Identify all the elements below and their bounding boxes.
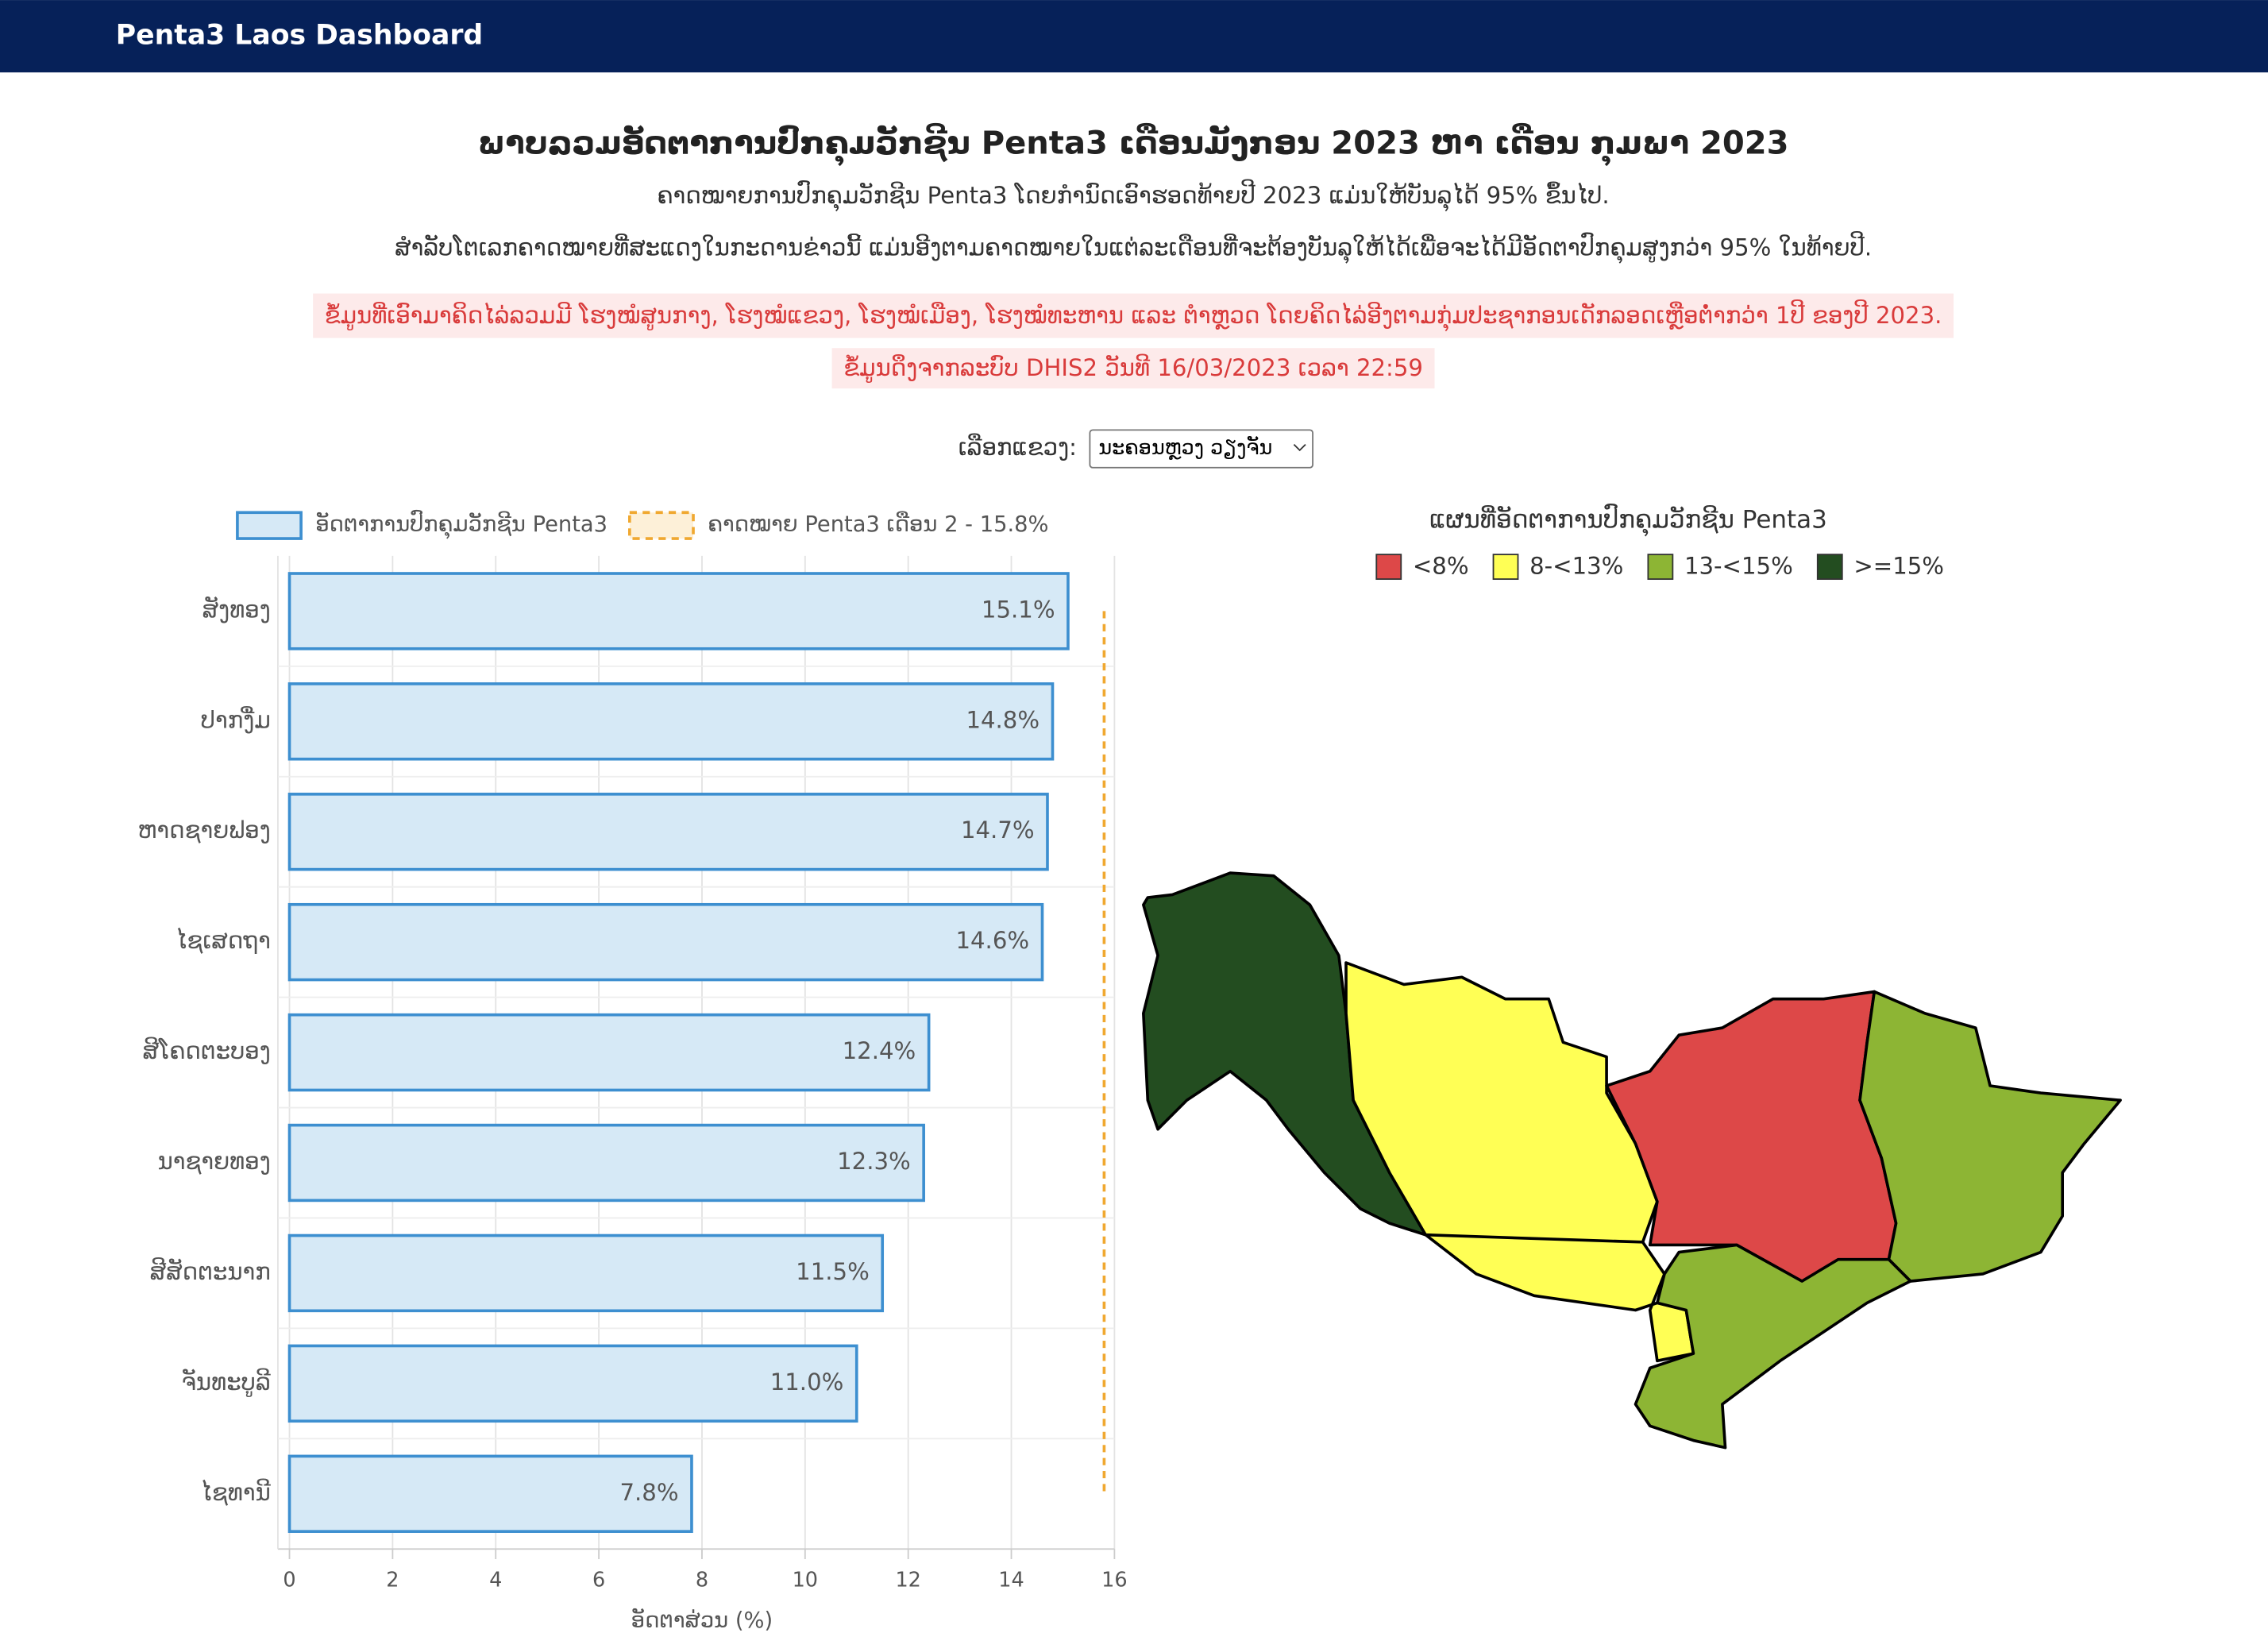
- map-legend-label: 13-<15%: [1684, 553, 1793, 580]
- legend-swatch: [236, 511, 303, 540]
- map: [1142, 871, 2122, 1450]
- subtitle: ສຳລັບໂຕເລກຄາດໝາຍທີ່ສະແດງໃນກະດານຂ່າວນີ້ ແ…: [395, 231, 1872, 264]
- x-tick-label: 2: [386, 1568, 399, 1592]
- header-bar: [0, 0, 2268, 73]
- value-label: 14.8%: [966, 706, 1040, 733]
- x-tick-label: 16: [1101, 1568, 1127, 1592]
- note: ຂໍ້ມູນດຶງຈາກລະບົບ DHIS2 ວັນທີ 16/03/2023…: [843, 353, 1423, 382]
- value-label: 11.5%: [796, 1258, 870, 1285]
- select-caret[interactable]: [1293, 443, 1306, 452]
- y-tick-label: ນາຊາຍທອງ: [158, 1148, 271, 1175]
- subtitle: ຄາດໝາຍການປົກຄຸມວັກຊີນ Penta3 ໂດຍກຳນົດເອົ…: [657, 180, 1609, 212]
- y-tick-label: ໄຊທານີ: [201, 1478, 271, 1505]
- bar: [287, 1013, 931, 1092]
- province-select[interactable]: ນະຄອນຫຼວງ ວຽງຈັນ: [1089, 429, 1314, 469]
- y-tick-label: ໄຊເສດຖາ: [176, 927, 271, 954]
- legend-label: ອັດຕາການປົກຄຸມວັກຊີນ Penta3: [315, 510, 608, 539]
- map-legend-swatch: [1492, 554, 1519, 581]
- page-title: ພາບລວມອັດຕາການປົກຄຸມວັກຊີນ Penta3 ເດືອນມ…: [478, 122, 1789, 166]
- x-tick-label: 4: [489, 1568, 502, 1592]
- y-tick-label: ຈັນທະບູລີ: [182, 1368, 271, 1396]
- value-label: 11.0%: [770, 1369, 844, 1396]
- value-label: 12.3%: [837, 1148, 911, 1175]
- district: [1605, 990, 1898, 1283]
- district: [1142, 871, 1428, 1237]
- legend-label: ຄາດໝາຍ Penta3 ເດືອນ 2 - 15.8%: [708, 512, 1048, 537]
- bar: [287, 793, 1049, 871]
- bar: [287, 572, 1070, 650]
- value-label: 12.4%: [843, 1037, 916, 1064]
- x-axis-label: ອັດຕາສ່ວນ (%): [631, 1608, 773, 1633]
- x-tick-label: 8: [696, 1568, 708, 1592]
- map-legend-swatch: [1375, 554, 1402, 581]
- y-tick-label: ສັງທອງ: [202, 596, 271, 623]
- map-legend-swatch: [1647, 554, 1674, 581]
- note: ຂໍ້ມູນທີ່ເອົາມາຄິດໄລ່ລວມມີ ໂຮງໝໍສູນກາງ, …: [325, 299, 1942, 332]
- map-legend-label: <8%: [1413, 553, 1469, 580]
- bar: [287, 1123, 925, 1203]
- y-tick-label: ສີສັດຕະນາກ: [150, 1257, 271, 1285]
- value-label: 14.7%: [961, 816, 1035, 844]
- x-tick-label: 6: [592, 1568, 605, 1592]
- x-tick-label: 0: [283, 1568, 295, 1592]
- select-value[interactable]: ນະຄອນຫຼວງ ວຽງຈັນ: [1098, 436, 1272, 460]
- bar: [287, 1233, 885, 1313]
- note-background: [831, 348, 1435, 389]
- district: [1634, 1243, 1912, 1450]
- value-label: 15.1%: [982, 596, 1055, 623]
- legend-swatch: [628, 511, 695, 540]
- district: [1424, 1233, 1695, 1363]
- select-box[interactable]: [1089, 429, 1314, 469]
- y-tick-label: ປາກງື່ມ: [201, 706, 271, 733]
- district: [1858, 990, 2122, 1283]
- note-background: [313, 293, 1954, 338]
- value-label: 14.6%: [955, 927, 1029, 954]
- bar: [287, 1344, 858, 1423]
- x-tick-label: 12: [895, 1568, 920, 1592]
- bar: [287, 902, 1044, 982]
- y-tick-label: ຫາດຊາຍຟອງ: [137, 816, 270, 844]
- selector-label: ເລືອກແຂວງ:: [958, 434, 1077, 461]
- y-tick-label: ສີໂຄດຕະບອງ: [142, 1037, 270, 1064]
- map-legend-label: 8-<13%: [1529, 553, 1623, 580]
- map-legend-label: >=15%: [1853, 553, 1944, 580]
- map-legend-swatch: [1816, 554, 1843, 581]
- x-tick-label: 14: [998, 1568, 1024, 1592]
- map-title: ແຜນທີ່ອັດຕາການປົກຄຸມວັກຊີນ Penta3: [1429, 504, 1827, 536]
- x-tick-label: 10: [793, 1568, 818, 1592]
- header-title: Penta3 Laos Dashboard: [116, 20, 483, 52]
- bar: [287, 1454, 693, 1533]
- value-label: 7.8%: [619, 1479, 678, 1506]
- bar: [287, 682, 1055, 761]
